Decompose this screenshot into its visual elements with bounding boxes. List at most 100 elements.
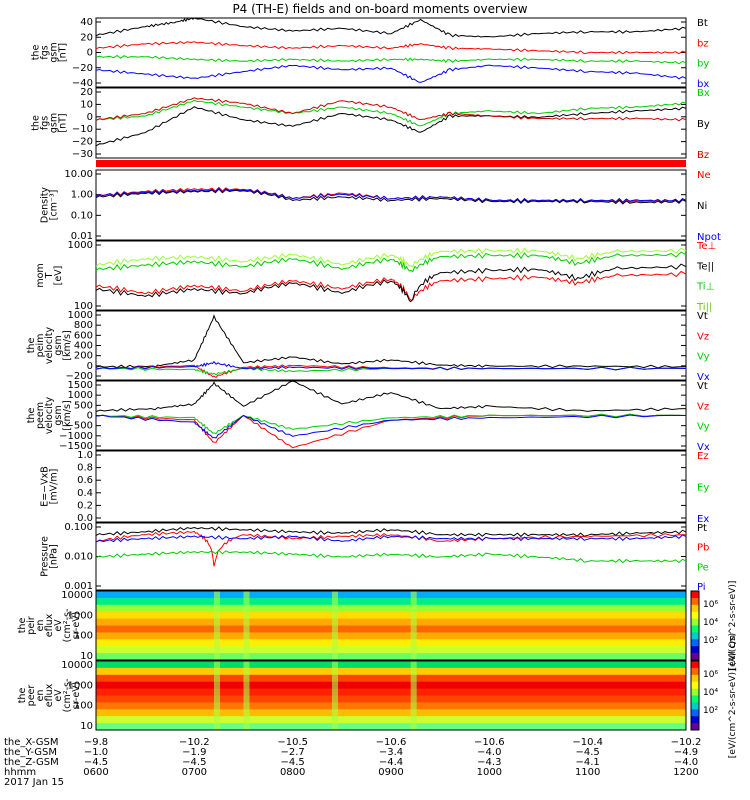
- colorbar-segment: [691, 604, 699, 613]
- ytick-label: 0.8: [77, 463, 93, 474]
- colorbars: 10⁶ 10⁴ 10² [eV/(cm^2-s-sr-eV)] 10⁶ 10⁴ 10² [eV…: [690, 581, 738, 758]
- orbit-value: −10.4: [572, 737, 603, 748]
- series-line-peem_velocity-Vy: [95, 413, 687, 435]
- legend-label: Ni: [697, 201, 707, 212]
- legend-label: Pi: [697, 582, 706, 593]
- legend-label: Ti||: [696, 302, 712, 313]
- orbit-value: −4.3: [477, 757, 501, 768]
- orbit-value: −4.1: [576, 757, 600, 768]
- colorbar-segment: [691, 716, 699, 724]
- ylabel-line: Density: [40, 187, 51, 223]
- ylabel-line: peim: [35, 334, 46, 358]
- orbit-value: −2.7: [281, 747, 305, 758]
- ytick-label: 100: [74, 301, 93, 312]
- orbit-value: 1000: [477, 767, 502, 778]
- spectrogram-band: [96, 674, 686, 683]
- ylabel-line: (cm²-s-: [62, 679, 73, 713]
- ytick-label: 0.01: [71, 231, 93, 242]
- ytick-label: 400: [74, 341, 93, 352]
- series-line-fgs_gsm_2-Bx: [95, 99, 687, 127]
- orbit-value: −4.5: [281, 757, 305, 768]
- ylabel-line: [nT]: [58, 43, 69, 62]
- ytick-label: 0.0: [77, 513, 93, 524]
- colorbar-segment: [691, 653, 699, 661]
- legend-label: Ez: [697, 451, 709, 462]
- spectrogram-band: [96, 681, 686, 690]
- ytick-label: −20: [72, 137, 93, 148]
- ylabel-line: eV: [53, 689, 64, 702]
- panel-frame-efield: [95, 450, 687, 523]
- legend-label: Npot: [697, 232, 721, 243]
- ylabel-line: eV: [53, 619, 64, 632]
- colorbar-segment: [691, 639, 699, 647]
- orbit-value: −4.9: [674, 747, 698, 758]
- legend-label: Bt: [697, 18, 708, 29]
- ytick-label: −40: [72, 78, 93, 89]
- ytick-label: 0.10: [71, 210, 93, 221]
- legend-label: Vz: [697, 401, 709, 412]
- legend-label: Vx: [697, 372, 710, 383]
- ylabel-line: peem: [35, 402, 46, 429]
- colorbar-tick-label: 10⁴: [703, 688, 718, 698]
- ylabel-line: sr-eV): [71, 612, 82, 640]
- spectrogram-band: [96, 667, 686, 676]
- axis-ticks: 40200−20−4020100−10−20−3010.001.000.100.…: [59, 17, 687, 732]
- ylabel-line: the: [17, 618, 28, 634]
- colorbar-segment: [691, 625, 699, 633]
- series-line-pressure-Pe: [95, 549, 687, 564]
- series-line-temperature-Te||: [95, 263, 687, 303]
- ytick-label: 0.100: [64, 522, 93, 533]
- quality-flag-bar: [96, 160, 686, 167]
- ylabel-line: the: [31, 45, 42, 61]
- ylabel-line: peir: [26, 616, 37, 635]
- ytick-label: 600: [74, 330, 93, 341]
- ylabel-line: T: [44, 272, 55, 279]
- ytick-label: 10000: [61, 590, 93, 601]
- orbit-value: −4.0: [674, 757, 698, 768]
- colorbar-tick-label: 10²: [703, 636, 718, 646]
- orbit-value: −10.5: [277, 737, 308, 748]
- orbit-value: 1100: [575, 767, 600, 778]
- ylabel-line: [nPa]: [49, 544, 60, 569]
- ytick-label: 1000: [68, 610, 93, 621]
- legend-label: Pb: [697, 543, 709, 554]
- colorbar-tick-label: 10²: [703, 706, 718, 716]
- spectrogram-band: [96, 646, 686, 654]
- spectrogram-band: [96, 591, 686, 599]
- panel-frame-fgs_gsm_2: [95, 87, 687, 159]
- series-line-peem_velocity-Vz: [95, 413, 687, 449]
- ytick-label: 0: [87, 411, 93, 422]
- legend-label: Te⊥: [696, 241, 716, 252]
- ytick-label: 1000: [68, 310, 93, 321]
- colorbar-segment: [691, 591, 699, 599]
- ytick-label: −1000: [59, 431, 93, 442]
- ylabel-line: (cm²-s-: [62, 609, 73, 643]
- orbit-row-label: 2017 Jan 15: [4, 777, 64, 788]
- ytick-label: 1000: [68, 390, 93, 401]
- ytick-label: −500: [66, 421, 93, 432]
- series-line-peim_velocity-Vt: [95, 314, 687, 369]
- spectrogram-band: [96, 723, 686, 731]
- spectrogram-band: [96, 716, 686, 724]
- orbit-row-label: hhmm: [4, 767, 36, 778]
- panel-frame-temperature: [95, 240, 687, 311]
- colorbar-segment: [691, 667, 699, 676]
- series-line-pressure-Pb: [95, 530, 687, 567]
- spectrogram-feature: [243, 591, 250, 660]
- colorbar-segment: [691, 674, 699, 683]
- ytick-label: 10: [80, 99, 93, 110]
- series-line-temperature-Ti⊥: [95, 251, 687, 273]
- orbit-value: −9.8: [84, 737, 108, 748]
- legend-label: Bx: [697, 88, 710, 99]
- legend-label: By: [697, 119, 710, 130]
- ytick-label: −30: [72, 149, 93, 160]
- colorbar-segment: [691, 646, 699, 654]
- spectrograms: [95, 590, 687, 731]
- ytick-label: 0.010: [64, 552, 93, 563]
- ylabel-line: velocity: [44, 327, 55, 365]
- ytick-label: 1000: [68, 240, 93, 251]
